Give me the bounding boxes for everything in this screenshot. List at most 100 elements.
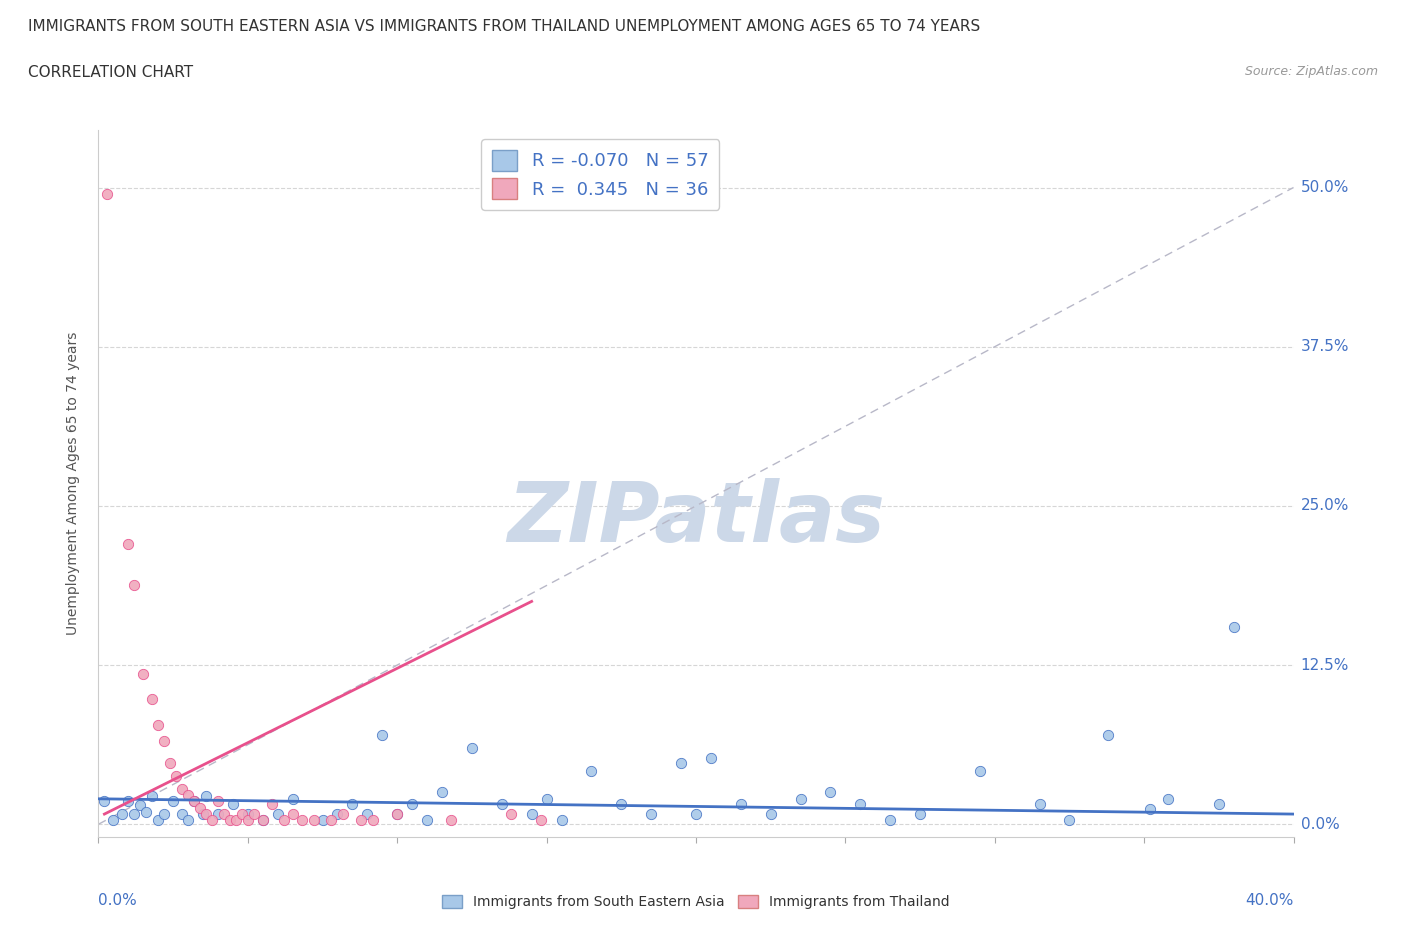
Point (789, 791, 811, 806)
Point (1139, 802, 1161, 817)
Point (191, 806, 214, 821)
Point (111, 806, 134, 821)
Point (849, 796, 872, 811)
Point (1059, 813, 1081, 828)
Point (124, 806, 146, 821)
Text: 0.0%: 0.0% (1301, 817, 1340, 831)
Point (430, 785, 453, 800)
Point (520, 806, 543, 821)
Point (356, 806, 378, 821)
Point (332, 806, 354, 821)
Point (188, 801, 211, 816)
Point (267, 806, 290, 821)
Point (252, 813, 274, 828)
Point (311, 813, 333, 828)
Point (148, 813, 170, 828)
Point (117, 794, 139, 809)
Point (908, 806, 931, 821)
Point (172, 781, 194, 796)
Point (153, 734, 176, 749)
Point (252, 813, 274, 828)
Y-axis label: Unemployment Among Ages 65 to 74 years: Unemployment Among Ages 65 to 74 years (66, 332, 80, 635)
Point (281, 806, 304, 821)
Point (401, 796, 423, 811)
Point (153, 806, 176, 821)
Point (201, 813, 224, 828)
Point (879, 813, 901, 828)
Text: CORRELATION CHART: CORRELATION CHART (28, 65, 193, 80)
Point (499, 806, 522, 821)
Point (135, 804, 157, 819)
Point (236, 806, 259, 821)
Point (194, 789, 218, 804)
Point (96, 186, 118, 201)
Point (550, 813, 572, 828)
Point (273, 813, 295, 828)
Point (1097, 727, 1119, 742)
Legend: Immigrants from South Eastern Asia, Immigrants from Thailand: Immigrants from South Eastern Asia, Immi… (437, 890, 955, 915)
Point (363, 813, 385, 828)
Point (183, 794, 205, 809)
Point (610, 796, 633, 811)
Point (1223, 619, 1246, 634)
Point (730, 796, 752, 811)
Point (243, 806, 266, 821)
Point (183, 794, 205, 809)
Point (326, 806, 349, 821)
Point (371, 727, 394, 742)
Point (491, 796, 513, 811)
Point (529, 813, 551, 828)
Point (236, 813, 259, 828)
Point (640, 806, 662, 821)
Text: 12.5%: 12.5% (1301, 658, 1348, 672)
Point (132, 667, 155, 682)
Point (222, 796, 245, 811)
Text: 40.0%: 40.0% (1246, 893, 1294, 908)
Point (416, 813, 439, 828)
Text: 50.0%: 50.0% (1301, 180, 1348, 195)
Point (461, 740, 484, 755)
Point (350, 813, 373, 828)
Point (321, 813, 343, 828)
Point (129, 798, 152, 813)
Point (141, 692, 163, 707)
Point (148, 717, 170, 732)
Point (281, 791, 304, 806)
Point (685, 806, 707, 821)
Point (342, 796, 364, 811)
Point (440, 813, 463, 828)
Point (93, 794, 115, 809)
Point (820, 785, 842, 800)
Point (177, 813, 200, 828)
Point (385, 806, 409, 821)
Point (260, 796, 283, 811)
Point (212, 806, 235, 821)
Point (165, 768, 187, 783)
Point (669, 756, 692, 771)
Point (581, 764, 603, 778)
Point (225, 813, 247, 828)
Point (231, 806, 253, 821)
Point (141, 789, 163, 804)
Text: ZIPatlas: ZIPatlas (508, 478, 884, 560)
Point (124, 578, 146, 592)
Point (172, 806, 194, 821)
Point (162, 794, 184, 809)
Point (207, 806, 229, 821)
Point (302, 813, 325, 828)
Point (219, 813, 242, 828)
Point (1208, 796, 1230, 811)
Point (536, 791, 558, 806)
Text: IMMIGRANTS FROM SOUTH EASTERN ASIA VS IMMIGRANTS FROM THAILAND UNEMPLOYMENT AMON: IMMIGRANTS FROM SOUTH EASTERN ASIA VS IM… (28, 19, 980, 33)
Text: 0.0%: 0.0% (98, 893, 138, 908)
Point (177, 788, 200, 803)
Point (1028, 796, 1050, 811)
Text: 25.0%: 25.0% (1301, 498, 1348, 513)
Point (159, 756, 181, 771)
Point (385, 806, 409, 821)
Text: 37.5%: 37.5% (1301, 339, 1348, 354)
Point (290, 813, 312, 828)
Point (103, 813, 125, 828)
Point (759, 806, 782, 821)
Point (700, 751, 723, 765)
